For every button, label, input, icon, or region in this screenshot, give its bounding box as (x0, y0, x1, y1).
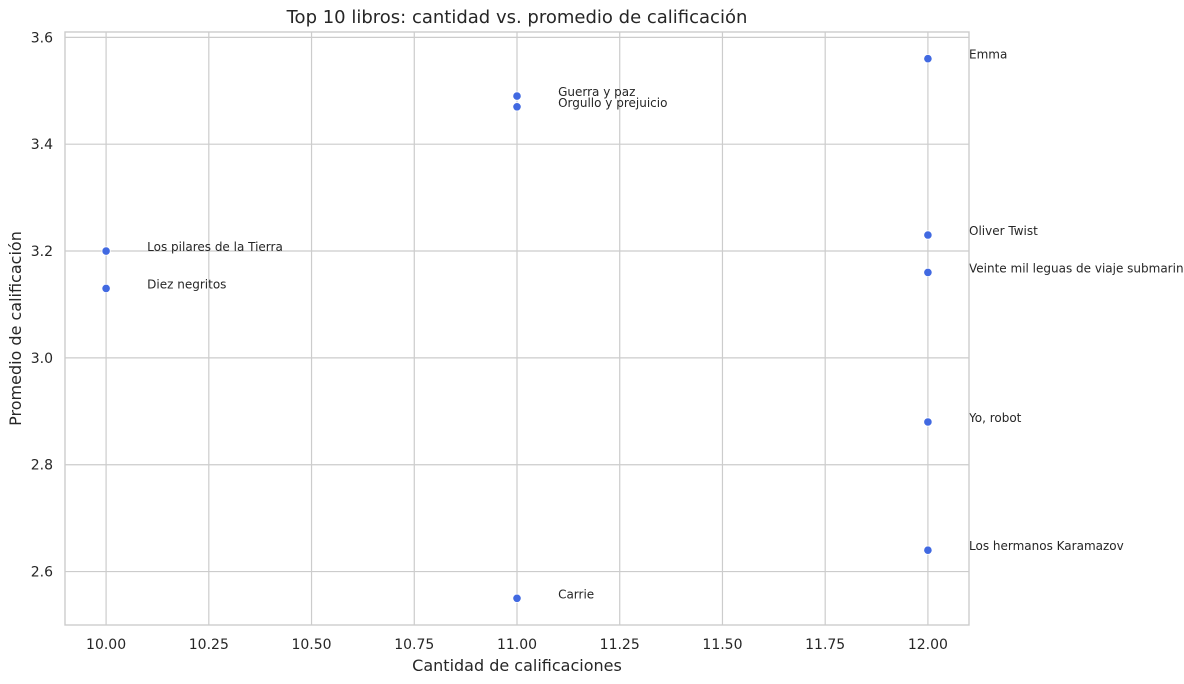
x-axis-title: Cantidad de calificaciones (412, 656, 622, 675)
point-label: Los pilares de la Tierra (147, 240, 283, 254)
data-point (923, 267, 933, 278)
y-tick-labels: 2.6 2.8 3.0 3.2 3.4 3.6 (31, 30, 53, 580)
x-tick-label: 10.00 (86, 637, 126, 653)
point-label: Yo, robot (968, 411, 1022, 425)
x-tick-label: 10.75 (394, 637, 434, 653)
point-label: Oliver Twist (969, 224, 1038, 238)
point-label: Diez negritos (147, 277, 226, 291)
plot-frame (64, 31, 970, 626)
data-point (512, 593, 522, 603)
x-tick-label: 12.00 (908, 637, 948, 653)
y-tick-label: 3.2 (31, 244, 53, 260)
x-tick-label: 11.50 (702, 637, 742, 653)
data-point (512, 102, 522, 112)
chart-title: Top 10 libros: cantidad vs. promedio de … (286, 7, 748, 28)
point-label: Los hermanos Karamazov (969, 539, 1124, 553)
x-tick-label: 11.75 (805, 637, 845, 653)
data-point (923, 230, 933, 240)
point-label: Guerra y paz (558, 85, 635, 99)
data-point (101, 283, 111, 294)
y-tick-label: 3.6 (31, 30, 53, 46)
data-point (923, 54, 933, 64)
data-point (101, 246, 111, 256)
data-point (923, 545, 933, 555)
point-label: Carrie (558, 587, 594, 601)
x-tick-label: 10.25 (189, 637, 229, 653)
data-point (512, 91, 522, 101)
x-tick-label: 10.50 (291, 637, 331, 653)
grid-lines (65, 32, 969, 625)
y-axis-title: Promedio de calificación (6, 231, 25, 426)
y-tick-label: 2.8 (31, 458, 53, 474)
data-point (923, 417, 933, 427)
point-label: Emma (969, 48, 1007, 62)
point-label: Orgullo y prejuicio (558, 96, 667, 110)
data-points (101, 54, 933, 603)
point-label: Veinte mil leguas de viaje submarino (969, 261, 1184, 275)
x-tick-label: 11.25 (600, 637, 640, 653)
x-tick-labels: 10.00 10.25 10.50 10.75 11.00 11.25 11.50 11.75… (86, 637, 948, 653)
y-tick-label: 3.0 (31, 351, 53, 367)
y-tick-label: 2.6 (31, 565, 53, 581)
y-tick-label: 3.4 (31, 137, 53, 153)
x-tick-label: 11.00 (497, 637, 537, 653)
